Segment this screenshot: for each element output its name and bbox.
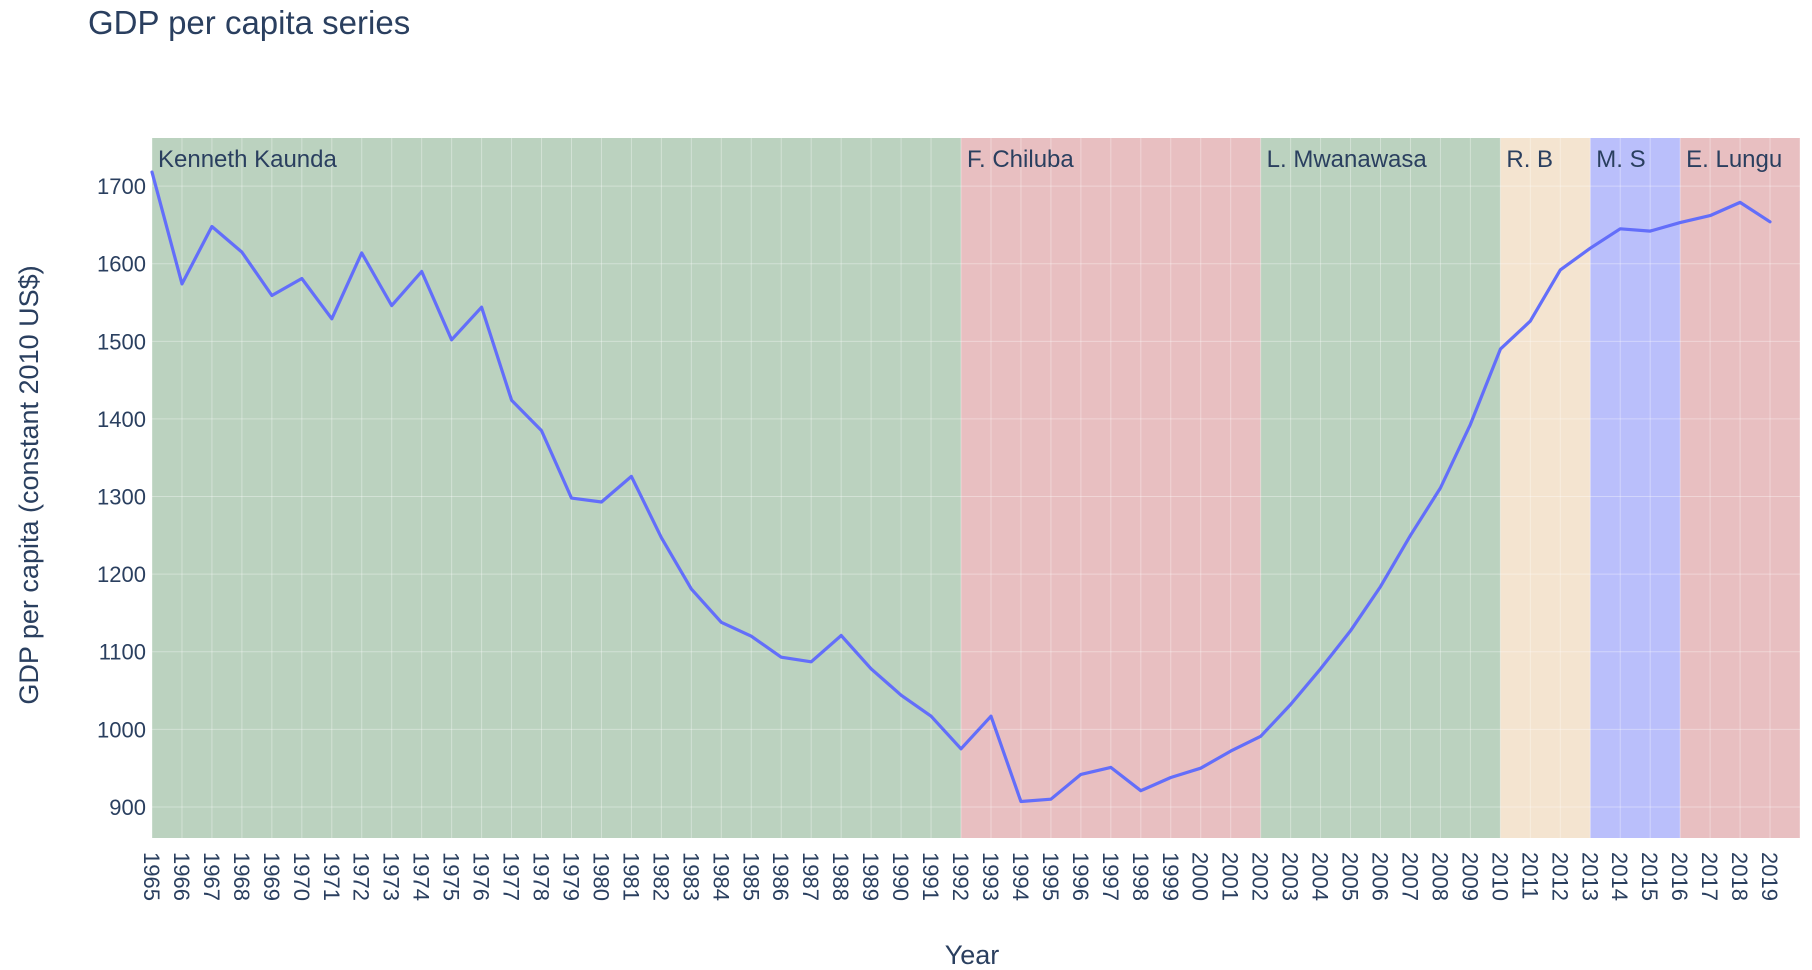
x-tick-label: 1996 bbox=[1068, 852, 1093, 901]
x-tick-label: 1989 bbox=[858, 852, 883, 901]
x-tick-label: 1993 bbox=[978, 852, 1003, 901]
band-1 bbox=[961, 138, 1261, 838]
x-tick-label: 2016 bbox=[1667, 852, 1692, 901]
x-tick-label: 2000 bbox=[1188, 852, 1213, 901]
y-tick-label: 1500 bbox=[97, 329, 146, 354]
x-tick-label: 1980 bbox=[588, 852, 613, 901]
band-labels: Kenneth Kaunda F. Chiluba L. Mwanawasa R. B… bbox=[158, 146, 1782, 173]
x-tick-label: 1994 bbox=[1008, 852, 1033, 901]
band-label-5: E. Lungu bbox=[1686, 146, 1782, 173]
x-tick-label: 1992 bbox=[948, 852, 973, 901]
x-tick-label: 1988 bbox=[828, 852, 853, 901]
series-line bbox=[150, 170, 1772, 804]
y-axis-ticks: 900 1000 1100 1200 1300 1400 1500 1600 1700 bbox=[97, 174, 146, 820]
x-tick-label: 2014 bbox=[1607, 852, 1632, 901]
y-tick-label: 1300 bbox=[97, 485, 146, 510]
band-2 bbox=[1260, 138, 1501, 838]
band-label-2: L. Mwanawasa bbox=[1267, 146, 1428, 173]
x-tick-label: 1999 bbox=[1158, 852, 1183, 901]
x-tick-label: 2018 bbox=[1727, 852, 1752, 901]
x-tick-label: 1991 bbox=[918, 852, 943, 901]
y-tick-label: 1100 bbox=[99, 640, 146, 665]
band-0 bbox=[152, 138, 962, 838]
x-tick-label: 1985 bbox=[738, 852, 763, 901]
band-label-4: M. S bbox=[1596, 146, 1645, 173]
x-tick-label: 2019 bbox=[1757, 852, 1782, 901]
x-tick-label: 1982 bbox=[648, 852, 673, 901]
presidency-bands bbox=[152, 138, 1800, 838]
x-tick-label: 1976 bbox=[469, 852, 494, 901]
x-axis-ticks: 1965 1966 1967 1968 1969 1970 1971 1972 1973 1974… bbox=[139, 852, 1782, 901]
x-tick-label: 1987 bbox=[798, 852, 823, 901]
x-tick-label: 1969 bbox=[259, 852, 284, 901]
band-5 bbox=[1680, 138, 1800, 838]
x-tick-label: 1997 bbox=[1098, 852, 1123, 901]
x-tick-label: 2013 bbox=[1577, 852, 1602, 901]
x-tick-label: 1979 bbox=[558, 852, 583, 901]
x-tick-label: 1998 bbox=[1128, 852, 1153, 901]
x-tick-label: 2017 bbox=[1697, 852, 1722, 901]
y-tick-label: 1200 bbox=[97, 562, 146, 587]
x-tick-label: 1975 bbox=[439, 852, 464, 901]
grid-lines bbox=[151, 138, 1801, 838]
band-label-3: R. B bbox=[1506, 146, 1553, 173]
x-tick-label: 2001 bbox=[1218, 852, 1243, 901]
x-tick-label: 1990 bbox=[888, 852, 913, 901]
x-tick-label: 2015 bbox=[1637, 852, 1662, 901]
x-tick-label: 2003 bbox=[1278, 852, 1303, 901]
x-tick-label: 1981 bbox=[618, 852, 643, 901]
band-4 bbox=[1590, 138, 1681, 838]
y-axis-title: GDP per capita (constant 2010 US$) bbox=[14, 265, 44, 704]
x-tick-label: 2004 bbox=[1308, 852, 1333, 901]
y-tick-label: 900 bbox=[109, 795, 146, 820]
y-tick-label: 1000 bbox=[97, 717, 146, 742]
x-tick-label: 2007 bbox=[1397, 852, 1422, 901]
y-tick-label: 1400 bbox=[97, 407, 146, 432]
band-3 bbox=[1500, 138, 1591, 838]
x-tick-label: 2005 bbox=[1338, 852, 1363, 901]
chart-title: GDP per capita series bbox=[88, 4, 410, 41]
x-tick-label: 2009 bbox=[1457, 852, 1482, 901]
x-tick-label: 1983 bbox=[678, 852, 703, 901]
x-tick-label: 2012 bbox=[1547, 852, 1572, 901]
x-tick-label: 1971 bbox=[319, 852, 344, 901]
x-axis-title: Year bbox=[945, 940, 1000, 970]
x-tick-label: 2008 bbox=[1427, 852, 1452, 901]
x-tick-label: 2010 bbox=[1487, 852, 1512, 901]
x-tick-label: 1965 bbox=[139, 852, 164, 901]
band-label-0: Kenneth Kaunda bbox=[158, 146, 337, 173]
x-tick-label: 2002 bbox=[1248, 852, 1273, 901]
x-tick-label: 1986 bbox=[768, 852, 793, 901]
x-tick-label: 1978 bbox=[529, 852, 554, 901]
band-label-1: F. Chiluba bbox=[967, 146, 1074, 173]
x-tick-label: 1972 bbox=[349, 852, 374, 901]
x-tick-label: 1973 bbox=[379, 852, 404, 901]
x-tick-label: 2006 bbox=[1368, 852, 1393, 901]
x-tick-label: 1967 bbox=[199, 852, 224, 901]
x-tick-label: 1995 bbox=[1038, 852, 1063, 901]
y-tick-label: 1700 bbox=[97, 174, 146, 199]
x-tick-label: 1974 bbox=[409, 852, 434, 901]
x-tick-label: 2011 bbox=[1517, 852, 1542, 899]
series-line-layer bbox=[150, 170, 1772, 804]
x-tick-label: 1984 bbox=[708, 852, 733, 901]
x-tick-label: 1966 bbox=[169, 852, 194, 901]
x-tick-label: 1977 bbox=[499, 852, 524, 901]
y-tick-label: 1600 bbox=[97, 252, 146, 277]
x-tick-label: 1970 bbox=[289, 852, 314, 901]
x-tick-label: 1968 bbox=[229, 852, 254, 901]
